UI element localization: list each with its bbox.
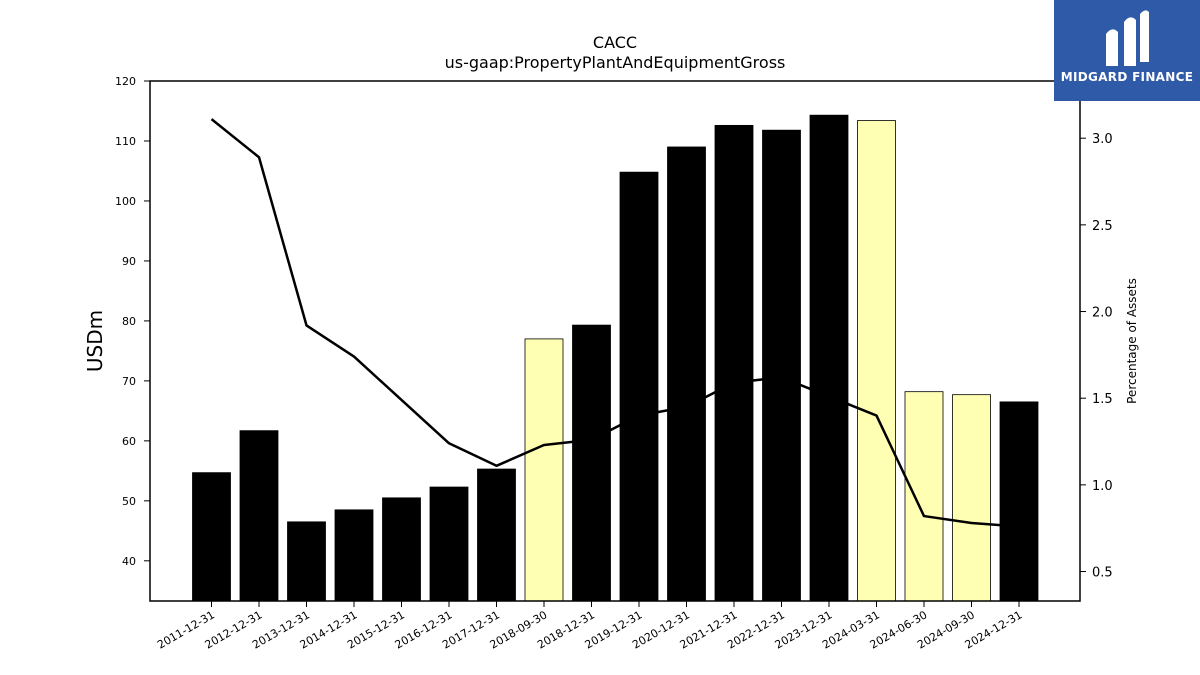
chart-title: CACC: [592, 33, 638, 52]
bar: [904, 391, 944, 602]
y-tick-label: 40: [122, 555, 136, 568]
x-axis-ticks: 2011-12-312012-12-312013-12-312014-12-31…: [155, 601, 1025, 652]
plot-frame: [149, 80, 1081, 602]
bar: [714, 124, 754, 602]
bar: [809, 114, 849, 602]
bar: [572, 324, 611, 602]
bar: [192, 472, 231, 602]
y-tick-label: 60: [122, 435, 136, 448]
y-tick-label: 90: [122, 255, 136, 268]
chart-subtitle: us-gaap:PropertyPlantAndEquipmentGross: [444, 53, 786, 72]
bar: [477, 468, 516, 602]
bar: [334, 509, 374, 602]
left-axis-ticks: 40 50 60 70 80 90 100 110 120: [115, 75, 150, 568]
percentage-line: [210, 118, 1020, 528]
bars: [192, 114, 1039, 602]
bar: [524, 338, 564, 602]
y-tick-label: 100: [115, 195, 136, 208]
y-tick-label: 110: [115, 135, 136, 148]
bar: [429, 486, 469, 602]
y-axis-label: USDm: [83, 310, 107, 372]
bar: [999, 401, 1039, 602]
y2-tick-label: 3.0: [1092, 132, 1113, 147]
bar: [239, 430, 279, 602]
y2-tick-label: 2.5: [1092, 219, 1113, 234]
midgard-logo: MIDGARD FINANCE: [1054, 0, 1200, 101]
bar: [857, 120, 896, 602]
y2-tick-label: 1.0: [1092, 479, 1113, 494]
y-tick-label: 80: [122, 315, 136, 328]
y-tick-label: 50: [122, 495, 136, 508]
y-tick-label: 70: [122, 375, 136, 388]
logo-text: MIDGARD FINANCE: [1060, 70, 1194, 84]
y2-axis-label: Percentage of Assets: [1125, 278, 1139, 404]
bar: [382, 497, 421, 602]
logo-mark-icon: [1106, 10, 1149, 66]
line-layer: [210, 118, 1020, 528]
bar: [619, 171, 659, 602]
y-tick-label: 120: [115, 75, 136, 88]
y2-tick-label: 1.5: [1092, 392, 1113, 407]
bar: [667, 146, 706, 602]
bar: [952, 394, 991, 602]
bar: [287, 521, 326, 602]
right-axis-ticks: 0.5 1.0 1.5 2.0 2.5 3.0: [1080, 132, 1113, 581]
y2-tick-label: 0.5: [1092, 566, 1113, 581]
bar: [762, 129, 801, 602]
y2-tick-label: 2.0: [1092, 306, 1113, 321]
